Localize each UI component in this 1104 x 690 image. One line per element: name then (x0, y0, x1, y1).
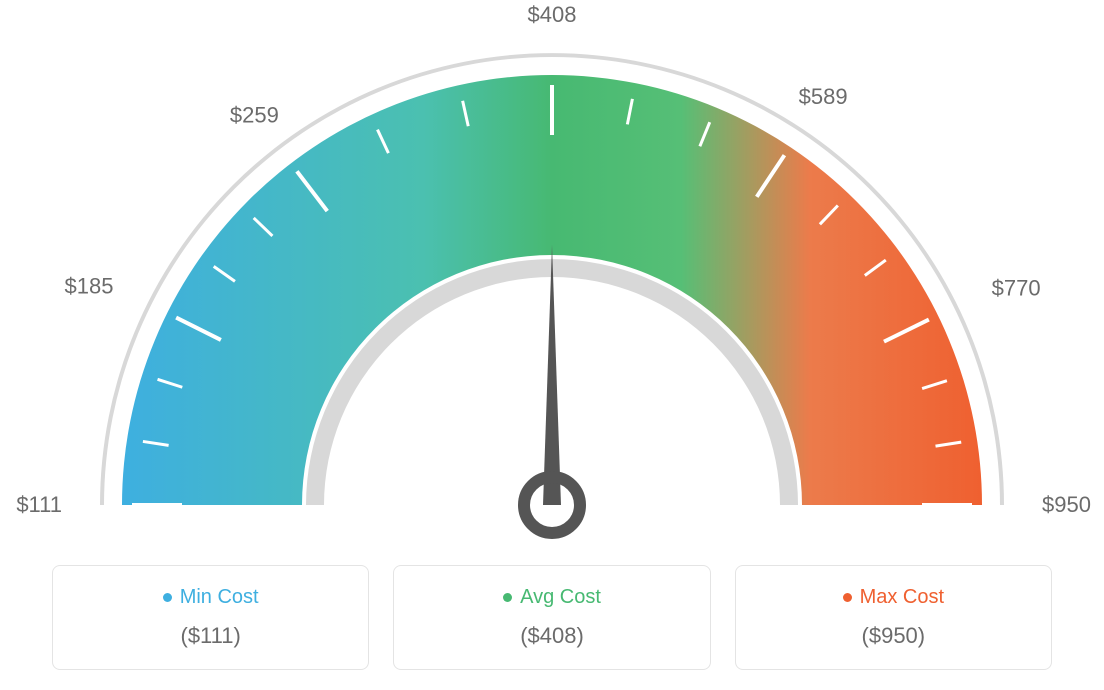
cost-gauge-container: $111 $185 $259 $408 $589 $770 $950 Min Cost ($… (0, 0, 1104, 690)
dot-icon (843, 593, 852, 602)
svg-text:$950: $950 (1042, 492, 1091, 517)
legend-label-max-text: Max Cost (860, 586, 944, 609)
svg-text:$111: $111 (16, 492, 62, 517)
dot-icon (163, 593, 172, 602)
legend: Min Cost ($111) Avg Cost ($408) Max Cost… (0, 565, 1104, 670)
svg-text:$185: $185 (65, 273, 114, 298)
legend-label-avg: Avg Cost (503, 586, 601, 609)
legend-value-avg: ($408) (404, 623, 699, 649)
svg-text:$408: $408 (528, 2, 577, 27)
dot-icon (503, 593, 512, 602)
legend-card-avg: Avg Cost ($408) (393, 565, 710, 670)
legend-value-max: ($950) (746, 623, 1041, 649)
legend-card-max: Max Cost ($950) (735, 565, 1052, 670)
legend-label-avg-text: Avg Cost (520, 586, 601, 609)
legend-card-min: Min Cost ($111) (52, 565, 369, 670)
svg-text:$770: $770 (992, 276, 1041, 301)
svg-text:$589: $589 (799, 84, 848, 109)
legend-label-min: Min Cost (163, 586, 259, 609)
legend-label-min-text: Min Cost (180, 586, 259, 609)
legend-value-min: ($111) (63, 623, 358, 649)
svg-text:$259: $259 (230, 103, 279, 128)
gauge: $111 $185 $259 $408 $589 $770 $950 (0, 0, 1104, 560)
legend-label-max: Max Cost (843, 586, 944, 609)
